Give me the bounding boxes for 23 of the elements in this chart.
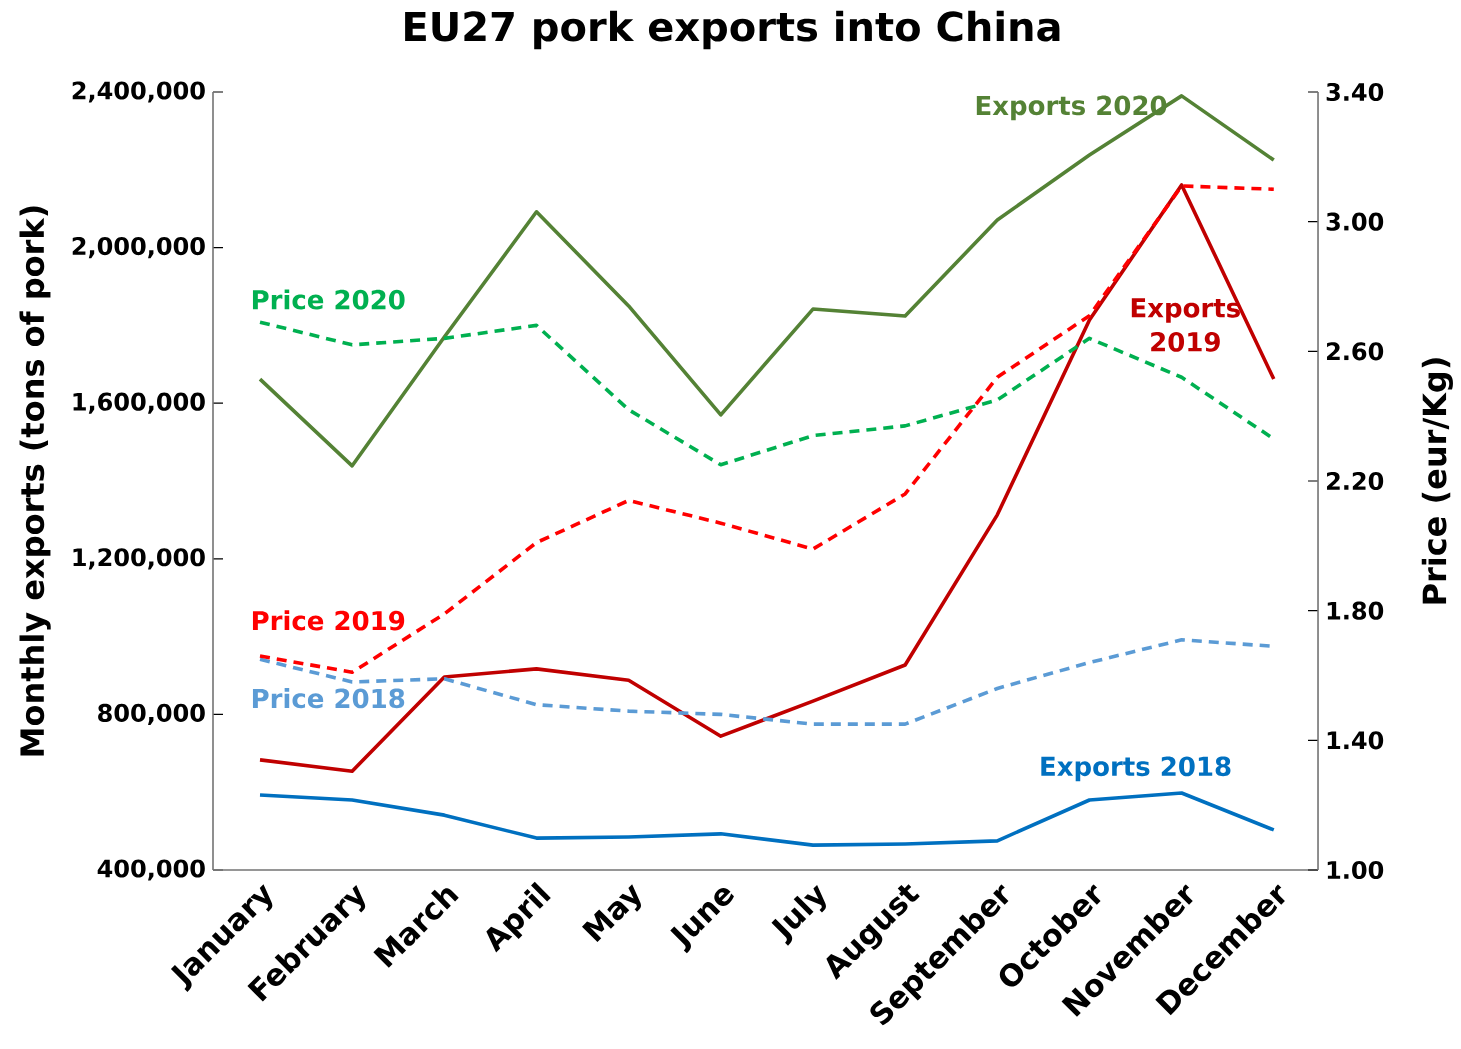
series-label: Exports 2019 [1131,298,1240,352]
y-tick-label: 800,000 [98,703,205,726]
y-tick-label: 2,400,000 [72,81,205,103]
y-tick-label: 1,200,000 [73,548,205,570]
line-series [258,791,1276,847]
y2-tick-label: 3.00 [1326,212,1384,231]
series-label: Price 2020 [252,289,405,310]
series-label: Exports 2018 [1041,756,1231,782]
chart-title: EU27 pork exports into China [405,10,1060,50]
series-label: Price 2018 [252,688,405,709]
y2-tick-label: 2.60 [1327,342,1384,361]
series-label: Price 2019 [252,610,405,631]
series-label: Exports 2020 [976,95,1167,121]
y-tick-label: 1,600,000 [73,392,205,414]
y-tick-label: 400,000 [97,859,205,881]
y-axis-title: Monthly exports (tons of pork) [19,206,51,756]
y2-tick-label: 1.00 [1327,860,1384,880]
y-tick-label: 2,000,000 [72,236,205,259]
y2-tick-label: 3.40 [1326,82,1384,102]
y2-tick-label: 1.40 [1327,731,1384,750]
y2-axis-title: Price (eur/Kg) [1421,358,1453,604]
y2-tick-label: 1.80 [1327,601,1384,620]
y2-tick-label: 2.20 [1327,471,1384,491]
